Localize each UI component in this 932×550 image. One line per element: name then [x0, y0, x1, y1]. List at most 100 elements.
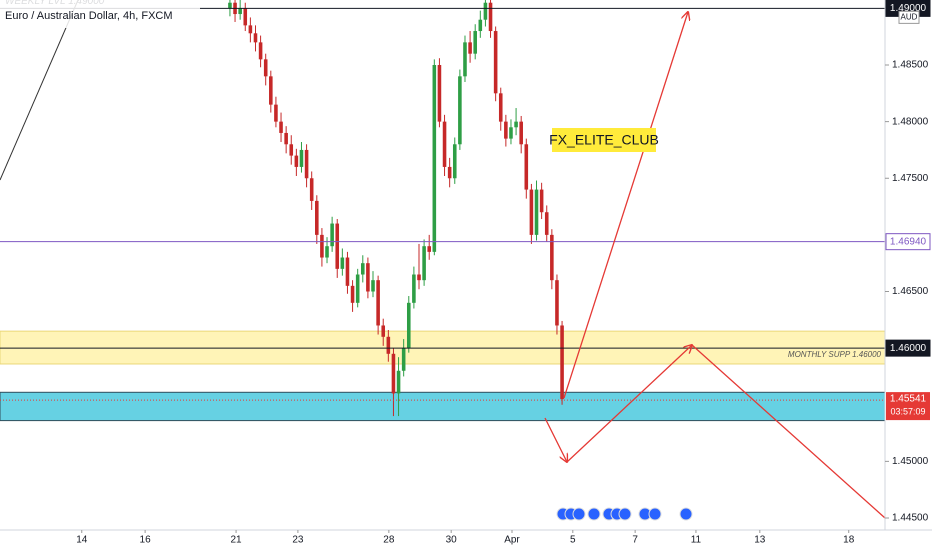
chart-title: Euro / Australian Dollar, 4h, FXCM	[5, 10, 173, 22]
projection-arrows	[544, 12, 886, 519]
candle-body	[529, 189, 534, 235]
candle-body	[345, 257, 350, 286]
candle-body	[381, 325, 386, 337]
candle-body	[340, 257, 345, 269]
candle-body	[263, 59, 268, 77]
candle-body	[422, 246, 426, 281]
candle-body	[493, 31, 498, 94]
axes: 1.44500 1.45000 1.46500 1.47500 1.48000 1.485…	[76, 0, 931, 546]
candle-body	[550, 234, 554, 281]
x-tick-label: 28	[383, 535, 395, 546]
candle-body	[248, 25, 253, 34]
candle-body	[294, 155, 299, 167]
candle-body	[437, 65, 442, 122]
candle-body	[478, 19, 483, 32]
icon[interactable]	[572, 507, 586, 521]
candle-body	[243, 8, 248, 26]
x-tick-label: 5	[570, 535, 576, 546]
x-tick-label: 7	[632, 535, 638, 546]
currency: AUD	[901, 12, 918, 21]
candle-body	[514, 121, 518, 128]
annotation: FX_ELITE_CLUB	[549, 132, 659, 148]
x-tick-label: Apr	[504, 535, 520, 546]
x-tick-label: 11	[691, 535, 702, 546]
price-label: 1.46940	[890, 236, 927, 247]
title-bg	[0, 0, 200, 28]
candle-body	[258, 42, 263, 60]
last-price-box	[886, 392, 930, 421]
candle-body	[401, 348, 406, 371]
icon[interactable]	[648, 507, 662, 521]
candle-body	[376, 280, 380, 326]
candle-body	[432, 65, 437, 252]
candle-body	[284, 132, 288, 145]
zone	[0, 391, 886, 422]
y-tick-label: 1.46500	[892, 286, 929, 297]
trend-line	[0, 0, 79, 181]
x-tick-label: 23	[292, 535, 304, 546]
y-tick-label: 1.44500	[892, 513, 929, 524]
candle-body	[498, 93, 503, 122]
candle-body	[555, 280, 559, 326]
candle-body	[355, 274, 360, 303]
candle-body	[452, 144, 457, 179]
candle-body	[391, 353, 396, 394]
candle-body	[269, 76, 273, 105]
price-label-box	[885, 339, 931, 357]
candle-body	[468, 42, 472, 54]
y-tick-label: 1.48500	[892, 60, 929, 71]
candle-body	[447, 166, 452, 179]
candle-body	[406, 302, 411, 349]
candle-body	[274, 104, 278, 122]
candle-body	[483, 2, 488, 20]
icon[interactable]	[679, 507, 693, 521]
y-tick-label: 1.45000	[892, 456, 929, 467]
zone	[0, 330, 886, 365]
price-label-box	[885, 233, 931, 251]
arrow-down	[544, 417, 567, 462]
x-tick-label: 14	[76, 535, 88, 546]
candle-body	[371, 280, 375, 292]
candle-body	[524, 144, 529, 190]
candle-body	[427, 246, 432, 252]
x-tick-label: 21	[231, 535, 243, 546]
candle-body	[560, 325, 564, 400]
candle-body	[309, 178, 314, 201]
candle-body	[325, 246, 329, 258]
x-tick-label: 30	[446, 535, 458, 546]
candle-body	[320, 234, 324, 258]
candle-body	[473, 31, 477, 54]
level-note: MONTHLY SUPP 1.46000	[788, 350, 882, 359]
currency-box	[898, 10, 920, 24]
candle-body	[289, 144, 294, 156]
icon[interactable]	[587, 507, 601, 521]
candle-body	[396, 370, 401, 394]
candle-body	[361, 263, 365, 275]
candle-body	[238, 8, 242, 15]
x-tick-label: 16	[140, 535, 152, 546]
candle-body	[417, 274, 421, 281]
arrow-up	[563, 12, 688, 399]
candle-body	[412, 274, 416, 303]
candle-body	[442, 121, 447, 167]
time-axis	[0, 530, 932, 550]
arrow-drop	[691, 344, 886, 519]
x-tick-label: 13	[754, 535, 766, 546]
y-tick-label: 1.48000	[892, 116, 929, 127]
plot-area: WEEKLY LVL 1.49000MONTHLY SUPP 1.46000	[0, 0, 886, 422]
candle-body	[463, 42, 467, 77]
price-label: 1.46000	[890, 343, 927, 354]
icon[interactable]	[618, 507, 632, 521]
candle-body	[386, 336, 391, 354]
candle-body	[228, 2, 232, 9]
candle-body	[504, 121, 508, 139]
candle-body	[350, 285, 355, 303]
last-price-label: 1.45541	[890, 394, 927, 405]
price-label: 1.49000	[890, 3, 927, 14]
candle-body	[539, 189, 544, 213]
candle-body	[458, 76, 462, 145]
candle-body	[519, 121, 523, 145]
x-tick-label: 18	[843, 535, 855, 546]
